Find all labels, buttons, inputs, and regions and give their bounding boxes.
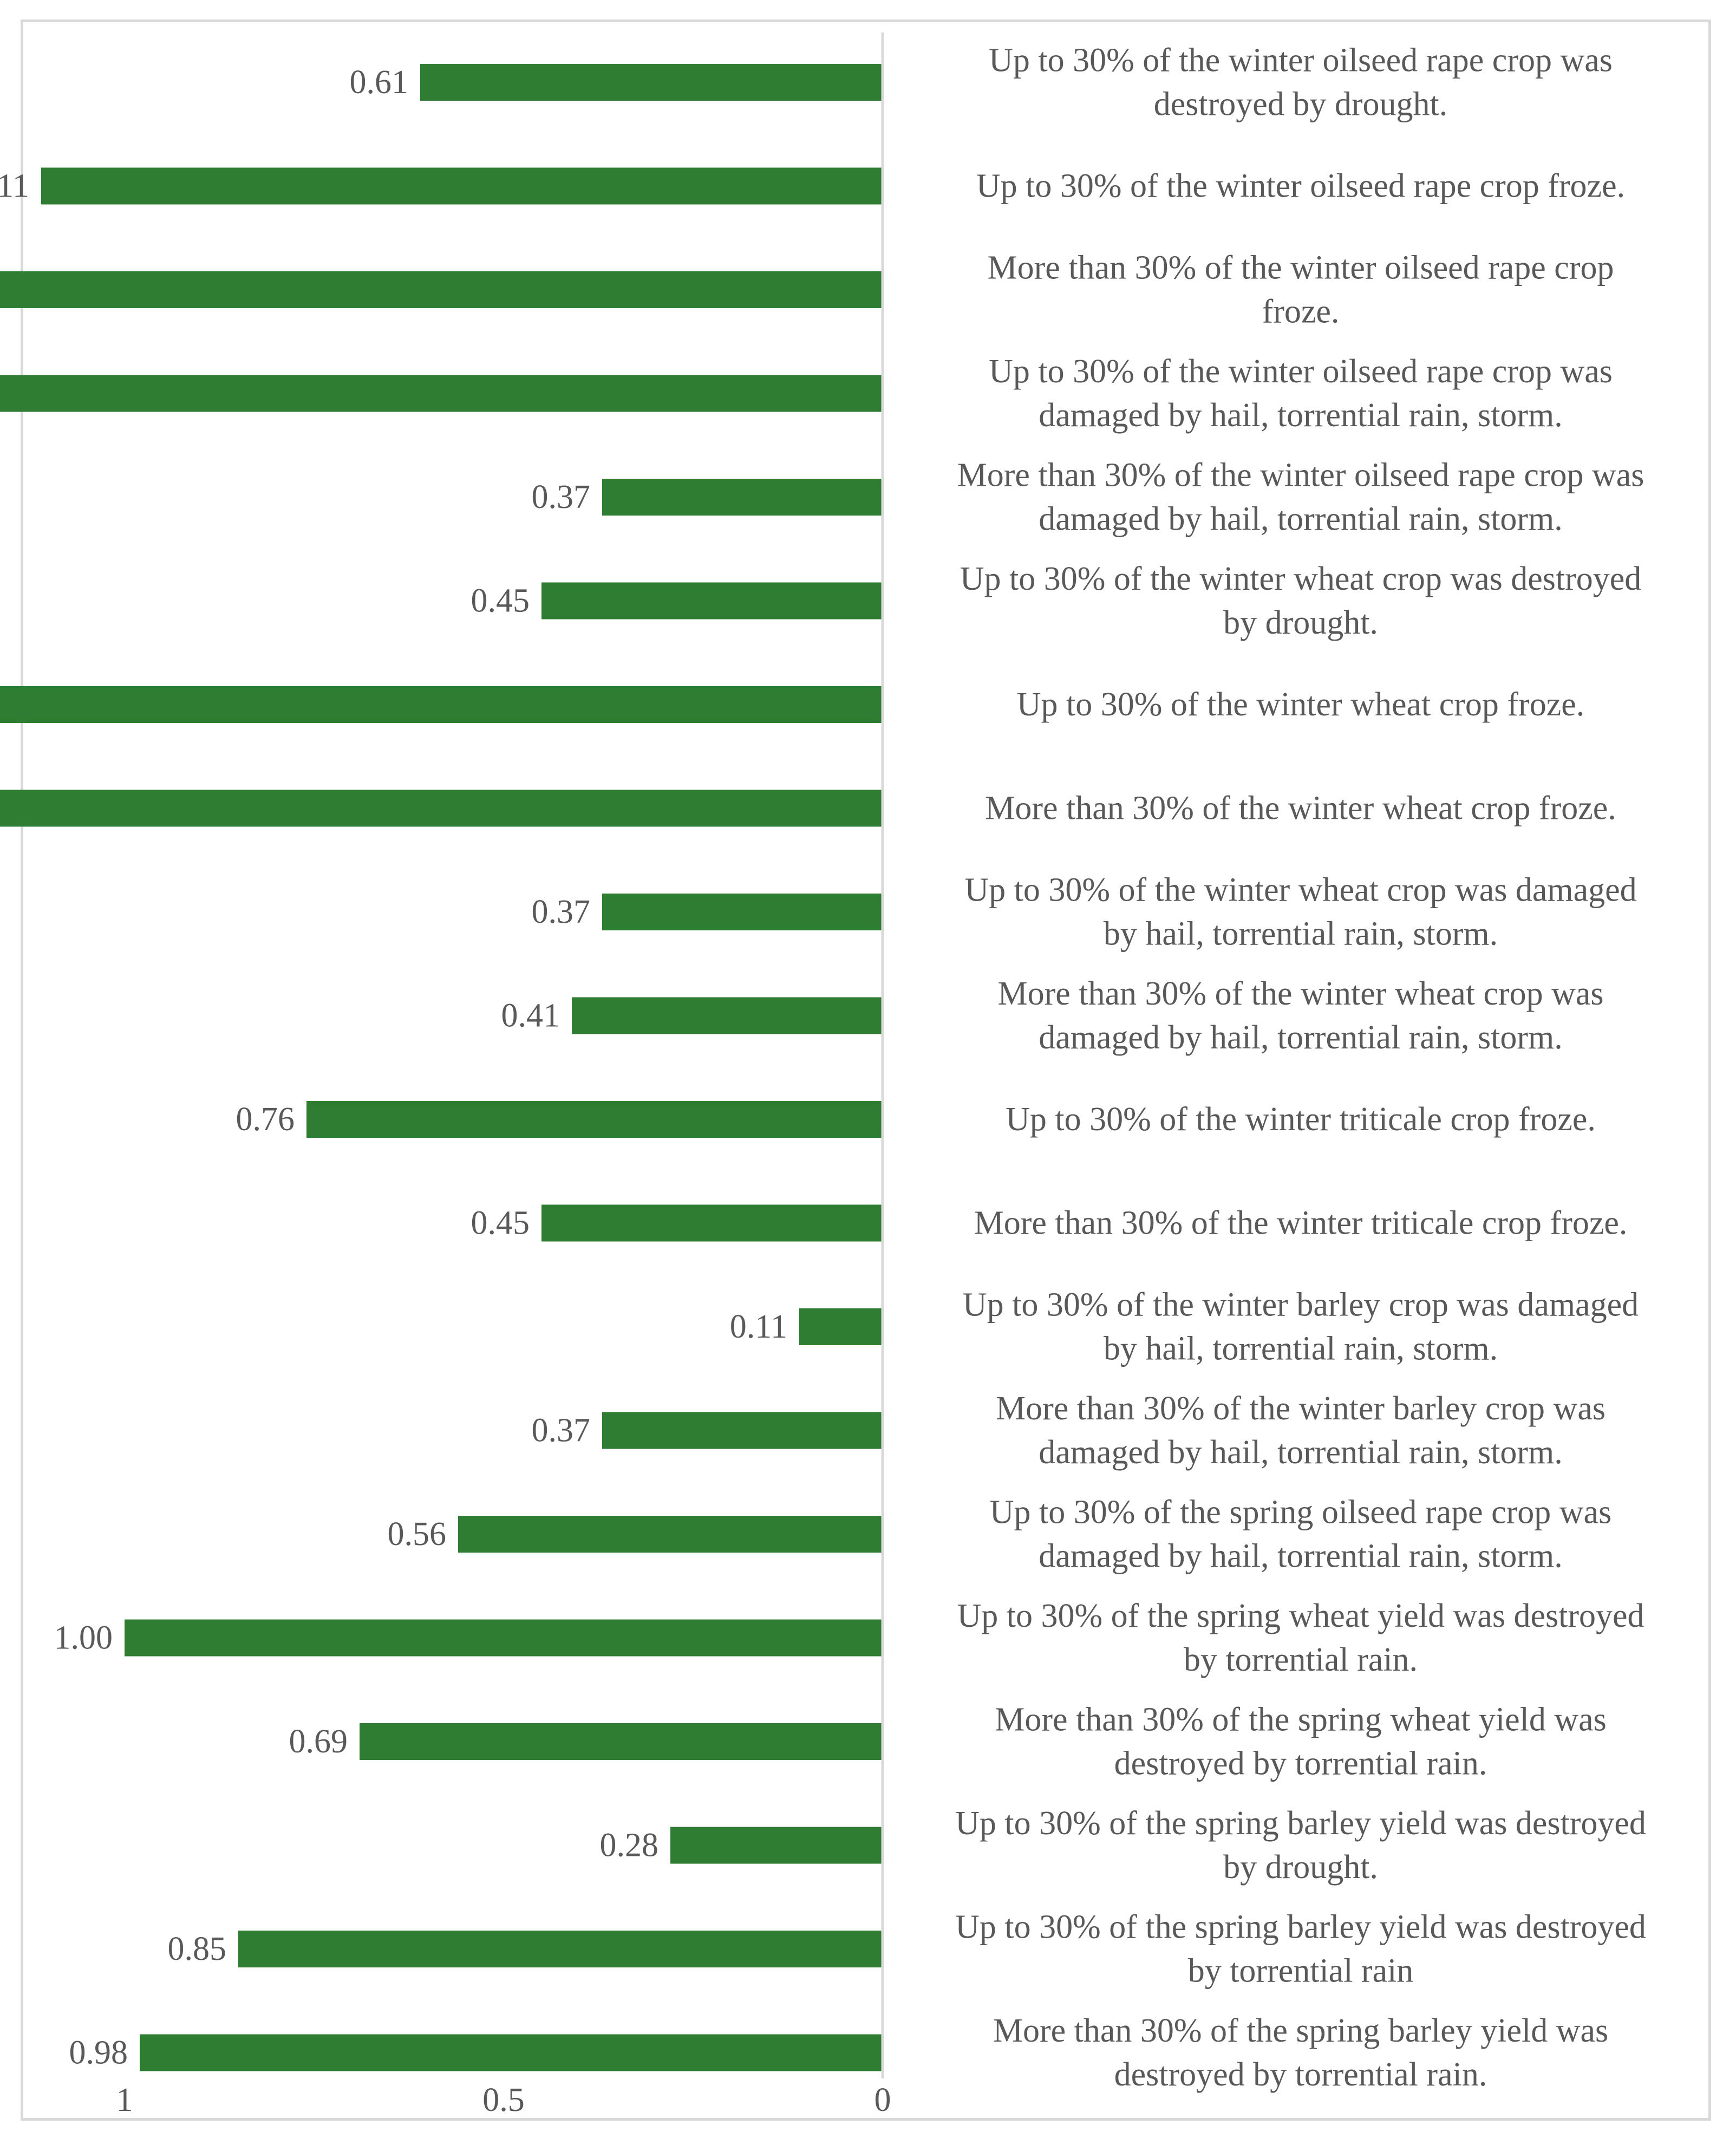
data-label: 0.37 (532, 1412, 591, 1449)
data-label: 0.85 (168, 1931, 227, 1967)
bar (799, 1308, 883, 1345)
bar (0, 686, 883, 723)
bar (602, 894, 883, 930)
bar (0, 271, 883, 308)
category-label: froze. (1262, 294, 1340, 330)
data-label: 0.56 (388, 1516, 447, 1553)
category-label: More than 30% of the winter wheat crop f… (985, 790, 1616, 827)
category-label: by drought. (1223, 604, 1378, 641)
category-label: destroyed by drought. (1154, 86, 1447, 123)
category-label: Up to 30% of the winter oilseed rape cro… (989, 353, 1613, 390)
data-label: 0.61 (350, 64, 409, 101)
data-label: 0.28 (600, 1827, 659, 1864)
category-label: Up to 30% of the winter wheat crop was d… (960, 560, 1642, 597)
category-label: More than 30% of the winter triticale cr… (974, 1205, 1628, 1242)
category-label: More than 30% of the winter barley crop … (996, 1390, 1606, 1427)
data-label: 0.98 (69, 2035, 128, 2071)
category-label: Up to 30% of the winter oilseed rape cro… (976, 168, 1625, 205)
category-label: Up to 30% of the spring barley yield was… (955, 1805, 1646, 1842)
category-label: by hail, torrential rain, storm. (1104, 1331, 1498, 1367)
bar (541, 582, 883, 620)
category-label: Up to 30% of the spring barley yield was… (955, 1909, 1646, 1946)
category-labels-layer: Up to 30% of the winter oilseed rape cro… (955, 42, 1646, 2094)
chart-frame (21, 19, 1711, 2121)
bar (306, 1101, 883, 1138)
bar (41, 167, 883, 205)
category-label: Up to 30% of the winter oilseed rape cro… (989, 42, 1613, 79)
data-label: 1.11 (0, 168, 29, 205)
data-label: 1.00 (54, 1620, 113, 1657)
data-label: 0.69 (289, 1723, 348, 1760)
bars-layer (0, 64, 883, 2071)
x-tick-label: 0.5 (482, 2082, 525, 2119)
category-label: by torrential rain. (1184, 1641, 1418, 1678)
bar (360, 1723, 883, 1760)
x-tick-label: 0 (874, 2082, 891, 2119)
category-label: Up to 30% of the winter wheat crop was d… (964, 872, 1636, 909)
category-label: by drought. (1223, 1849, 1378, 1886)
data-label: 0.45 (471, 583, 530, 620)
category-label: More than 30% of the spring barley yield… (993, 2012, 1608, 2049)
data-label: 0.41 (501, 998, 560, 1034)
category-label: by torrential rain (1188, 1953, 1414, 1990)
bar (420, 64, 883, 101)
category-label: destroyed by torrential rain. (1114, 2056, 1487, 2093)
category-label: More than 30% of the spring wheat yield … (995, 1702, 1607, 1738)
category-label: Up to 30% of the spring wheat yield was … (957, 1598, 1644, 1634)
category-label: More than 30% of the winter oilseed rape… (988, 250, 1614, 286)
category-label: Up to 30% of the winter triticale crop f… (1006, 1101, 1596, 1138)
category-label: damaged by hail, torrential rain, storm. (1039, 1019, 1563, 1056)
bar (602, 1412, 883, 1449)
category-label: damaged by hail, torrential rain, storm. (1039, 1538, 1563, 1575)
bar (0, 375, 883, 412)
bar (670, 1827, 883, 1864)
bar (140, 2034, 883, 2071)
category-label: destroyed by torrential rain. (1114, 1745, 1487, 1782)
category-label: damaged by hail, torrential rain, storm. (1039, 501, 1563, 538)
bar (602, 479, 883, 516)
x-axis-ticks: 21.510.50 (116, 2082, 891, 2119)
category-label: Up to 30% of the winter barley crop was … (963, 1287, 1639, 1324)
data-label: 0.76 (236, 1101, 295, 1138)
category-label: More than 30% of the winter wheat crop w… (997, 975, 1603, 1012)
bar (0, 790, 883, 827)
category-label: Up to 30% of the spring oilseed rape cro… (990, 1494, 1611, 1531)
bar (541, 1204, 883, 1242)
x-tick-label: 1 (116, 2082, 133, 2119)
category-label: Up to 30% of the winter wheat crop froze… (1017, 686, 1584, 723)
category-label: More than 30% of the winter oilseed rape… (957, 457, 1644, 494)
category-label: by hail, torrential rain, storm. (1104, 916, 1498, 953)
bar (238, 1931, 883, 1967)
data-label: 0.11 (730, 1308, 787, 1345)
data-label: 0.45 (471, 1205, 530, 1242)
data-label: 0.37 (532, 894, 591, 930)
bar (458, 1516, 883, 1553)
bar (572, 997, 883, 1034)
bar (125, 1619, 883, 1657)
category-label: damaged by hail, torrential rain, storm. (1039, 1434, 1563, 1471)
value-labels-layer: 0.611.111.851.830.370.451.171.410.370.41… (0, 64, 787, 2071)
data-label: 0.37 (532, 479, 591, 516)
category-label: damaged by hail, torrential rain, storm. (1039, 397, 1563, 434)
